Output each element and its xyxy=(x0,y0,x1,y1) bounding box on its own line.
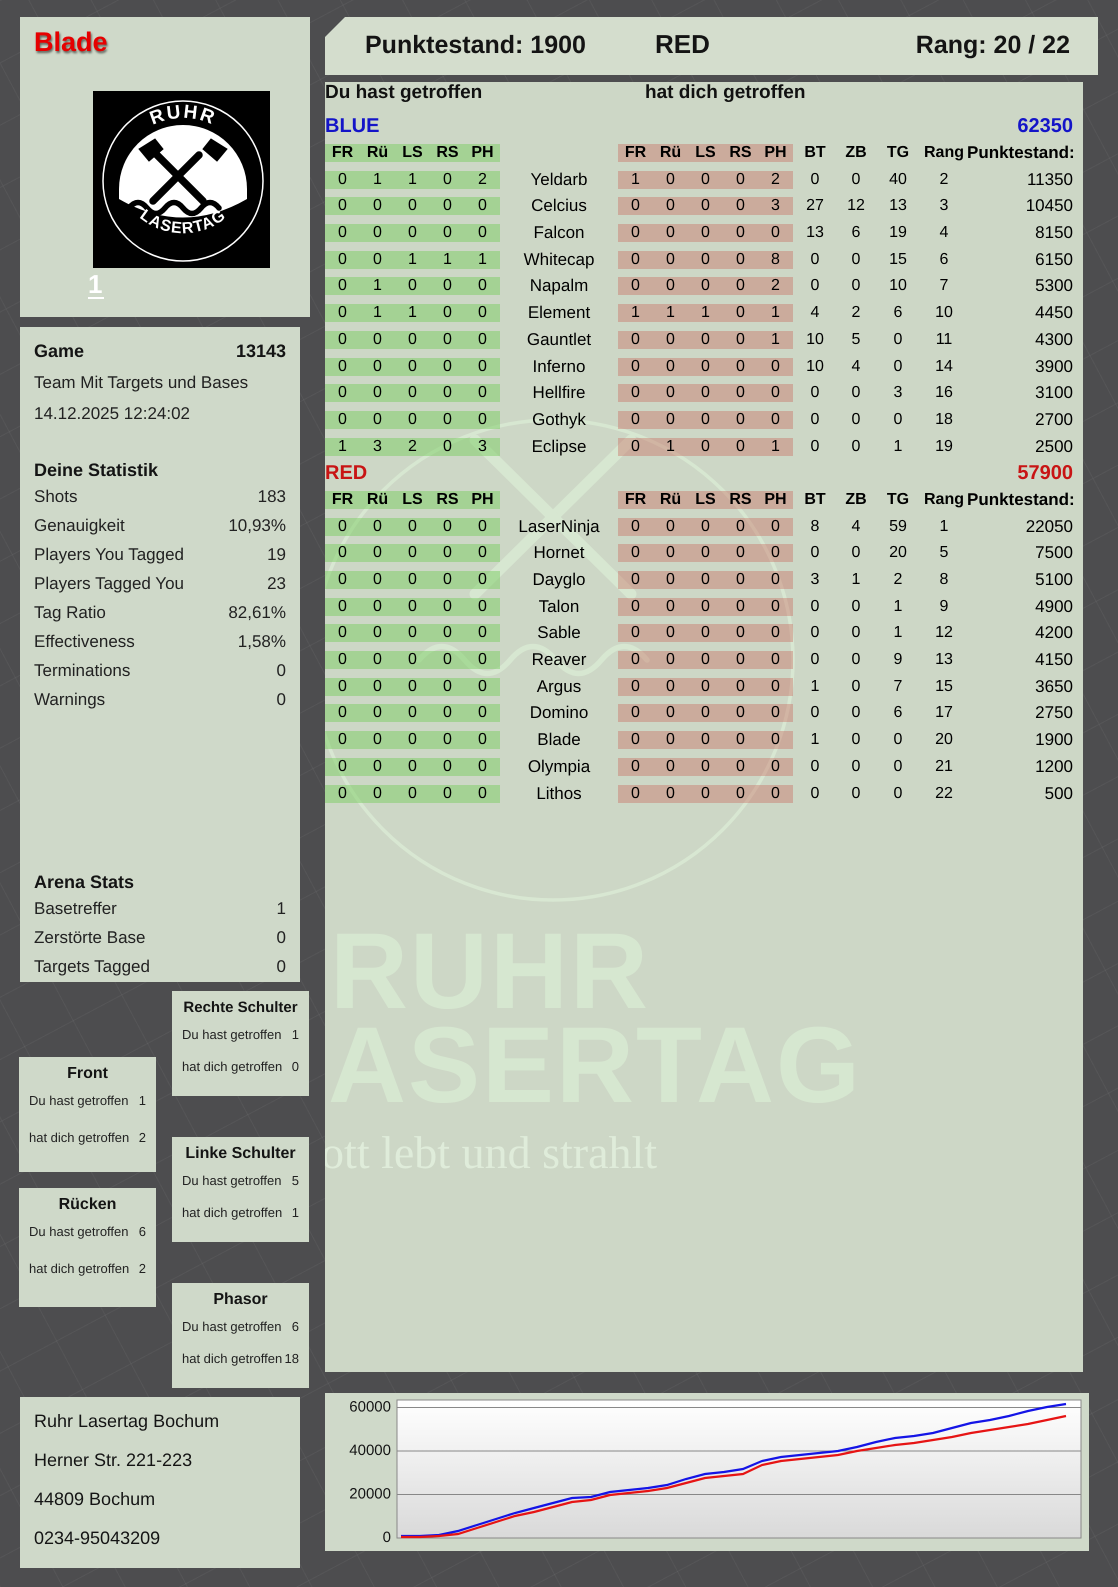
svg-text:0: 0 xyxy=(383,1529,391,1546)
svg-text:60000: 60000 xyxy=(349,1399,391,1416)
svg-text:40000: 40000 xyxy=(349,1442,391,1459)
svg-text:20000: 20000 xyxy=(349,1486,391,1503)
